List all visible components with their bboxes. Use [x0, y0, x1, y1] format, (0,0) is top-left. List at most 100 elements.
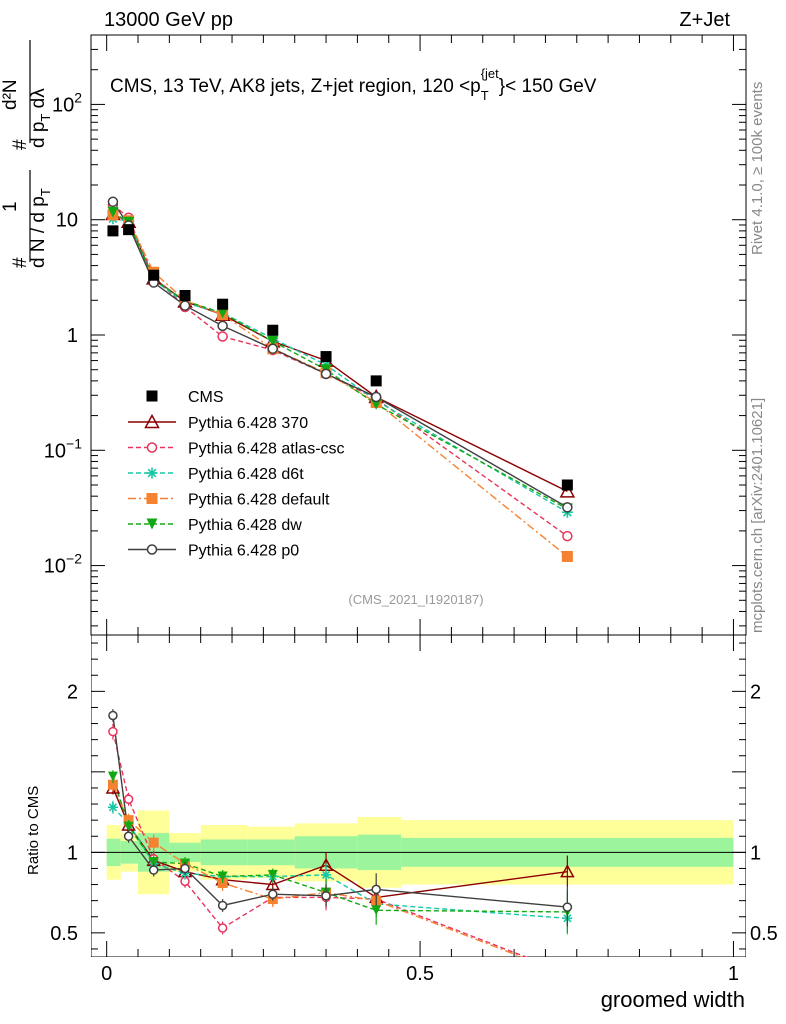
svg-text:#: # [10, 257, 31, 268]
marker-square [561, 479, 573, 491]
marker-star [107, 802, 118, 813]
legend-label: Pythia 6.428 d6t [188, 466, 304, 483]
marker-square [146, 390, 158, 402]
svg-text:d pT dλ: d pT dλ [28, 88, 53, 148]
svg-text:d²N: d²N [0, 79, 21, 110]
ratio-panel: 0 0.5 10.5 0.51 12 2 [91, 635, 746, 957]
marker-circle [148, 865, 159, 875]
reference-label: (CMS_2021_I1920187) [348, 592, 483, 607]
ratio-series-line [112, 776, 568, 913]
marker-triangle-down [371, 905, 382, 916]
marker-circle [217, 900, 228, 911]
marker-triangle [560, 864, 575, 878]
marker-circle [146, 442, 158, 453]
marker-triangle [144, 413, 160, 429]
marker-triangle-down [267, 335, 279, 347]
legend-label: Pythia 6.428 370 [188, 415, 308, 432]
marker-circle [267, 343, 279, 354]
marker-circle [268, 889, 278, 899]
y-axis-label: # 1 d N / d pT # d²N d pT dλ [0, 40, 53, 268]
side-label-top: Rivet 4.1.0, ≥ 100k events [749, 82, 766, 255]
marker-star-stroke [147, 468, 157, 478]
marker-square [320, 351, 332, 363]
marker-circle [108, 710, 118, 721]
ratio-frame [91, 635, 746, 957]
marker-triangle-down [217, 307, 229, 319]
marker-circle [217, 923, 228, 933]
ratio-y-tick-label-right: 1 [750, 842, 761, 864]
marker-circle [320, 368, 332, 380]
marker-star-stroke [108, 803, 118, 812]
marker-triangle-down [267, 869, 278, 880]
y-tick-label: 102 [52, 89, 82, 116]
marker-square [148, 837, 159, 848]
marker-circle [370, 391, 382, 403]
y-tick-label: 10−1 [44, 435, 82, 462]
marker-square [146, 493, 158, 504]
svg-text:#: # [10, 139, 31, 150]
svg-text:d N / d pT: d N / d pT [28, 188, 53, 268]
ratio-y-tick-label: 1 [67, 842, 78, 864]
svg-text:1: 1 [0, 201, 21, 212]
marker-triangle-down [370, 398, 382, 410]
ratio-labels: 0 0.5 1 0.5 0.5 1 1 2 2 [50, 681, 778, 985]
side-label-bottom: mcplots.cern.ch [arXiv:2401.10621] [749, 398, 766, 633]
marker-circle [217, 320, 228, 332]
marker-star [321, 869, 332, 880]
marker-triangle-down [148, 857, 159, 868]
legend-label-cms: CMS [188, 389, 224, 406]
series-line [112, 201, 568, 508]
ratio-y-tick-label: 2 [67, 681, 78, 703]
marker-star [146, 467, 158, 479]
ratio-y-tick-label: 0.5 [50, 923, 78, 945]
ratio-y-axis-label: Ratio to CMS [25, 786, 42, 875]
marker-square [370, 375, 382, 387]
marker-triangle-down [107, 771, 118, 782]
marker-square [267, 324, 279, 336]
marker-square [217, 298, 229, 310]
x-tick-label: 0 [101, 963, 112, 985]
marker-circle [321, 891, 331, 901]
marker-triangle [559, 483, 576, 498]
marker-square [179, 290, 191, 302]
main-panel: 10−2 10−1 1 10 102 [44, 34, 747, 636]
header-left: 13000 GeV pp [104, 9, 233, 31]
series-line [112, 214, 568, 558]
marker-square [561, 550, 573, 562]
marker-square [107, 225, 119, 237]
marker-circle [179, 300, 191, 311]
legend-label: Pythia 6.428 dw [188, 517, 302, 534]
series-line [112, 211, 568, 510]
ratio-y-tick-label-right: 2 [750, 681, 761, 703]
marker-triangle-down [146, 518, 158, 530]
marker-circle [107, 196, 119, 208]
marker-triangle-down [107, 206, 119, 218]
marker-circle [180, 863, 190, 874]
legend-label: Pythia 6.428 default [188, 492, 330, 509]
marker-circle [562, 902, 573, 912]
marker-star-stroke [321, 870, 331, 879]
marker-square [123, 224, 135, 236]
marker-triangle-down [123, 821, 134, 832]
legend: CMS Pythia 6.428 370 Pythia 6.428 atlas-cs… [128, 389, 345, 560]
ratio-series-line [112, 784, 524, 957]
y-tick-label: 10−2 [44, 551, 82, 578]
x-axis-label: groomed width [601, 987, 745, 1012]
marker-square [107, 779, 118, 790]
marker-circle [123, 794, 134, 804]
marker-circle [108, 726, 118, 737]
marker-circle [123, 831, 134, 841]
x-tick-label: 1 [728, 963, 739, 985]
y-tick-label: 1 [67, 325, 78, 347]
chart-title: CMS, 13 TeV, AK8 jets, Z+jet region, 120… [110, 66, 597, 103]
marker-square [148, 269, 160, 281]
header-right: Z+Jet [679, 9, 730, 31]
legend-label: Pythia 6.428 atlas-csc [188, 441, 345, 458]
marker-circle [217, 331, 228, 342]
marker-triangle-down [217, 871, 228, 882]
marker-circle [146, 544, 158, 555]
y-tick-label: 10 [56, 210, 78, 232]
ratio-y-tick-label-right: 0.5 [750, 923, 778, 945]
marker-circle [562, 530, 573, 542]
